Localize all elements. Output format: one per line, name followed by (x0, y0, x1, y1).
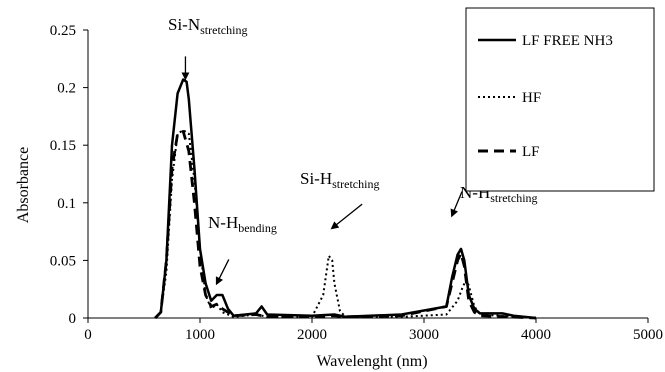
x-tick-label: 0 (84, 327, 92, 343)
legend: LF FREE NH3 HF LF (465, 7, 655, 192)
annotation-label: Si-Hstretching (300, 169, 379, 191)
y-tick-label: 0.1 (57, 196, 76, 212)
y-tick-label: 0.25 (50, 23, 76, 39)
series-layer (154, 78, 537, 320)
annotation-label: N-Hbending (208, 213, 277, 235)
x-tick-label: 3000 (409, 327, 439, 343)
x-tick-label: 4000 (521, 327, 551, 343)
annotation-label: Si-Nstretching (168, 15, 247, 37)
annotation-arrow (450, 191, 463, 218)
ticks: 0 1000 2000 3000 4000 5000 0 0.05 0.1 0.15 0.2 0.25 (50, 23, 663, 343)
axes (87, 30, 648, 319)
x-tick-label: 1000 (185, 327, 215, 343)
y-tick-label: 0.2 (57, 81, 76, 97)
y-tick-label: 0.05 (50, 253, 76, 269)
annotation-arrow (215, 259, 230, 286)
legend-box (465, 7, 655, 192)
legend-label-lf-free-nh3: LF FREE NH3 (522, 33, 613, 49)
y-axis-title: Absorbance (15, 147, 32, 223)
y-tick-label: 0 (69, 311, 77, 327)
legend-label-lf: LF (522, 144, 540, 160)
series-line-lf (154, 130, 537, 320)
x-tick-label: 5000 (633, 327, 663, 343)
x-tick-label: 2000 (297, 327, 327, 343)
x-axis-title: Wavelenght (nm) (316, 353, 427, 370)
annotation-arrow (330, 203, 363, 230)
legend-label-hf: HF (522, 90, 541, 106)
y-tick-label: 0.15 (50, 138, 76, 154)
